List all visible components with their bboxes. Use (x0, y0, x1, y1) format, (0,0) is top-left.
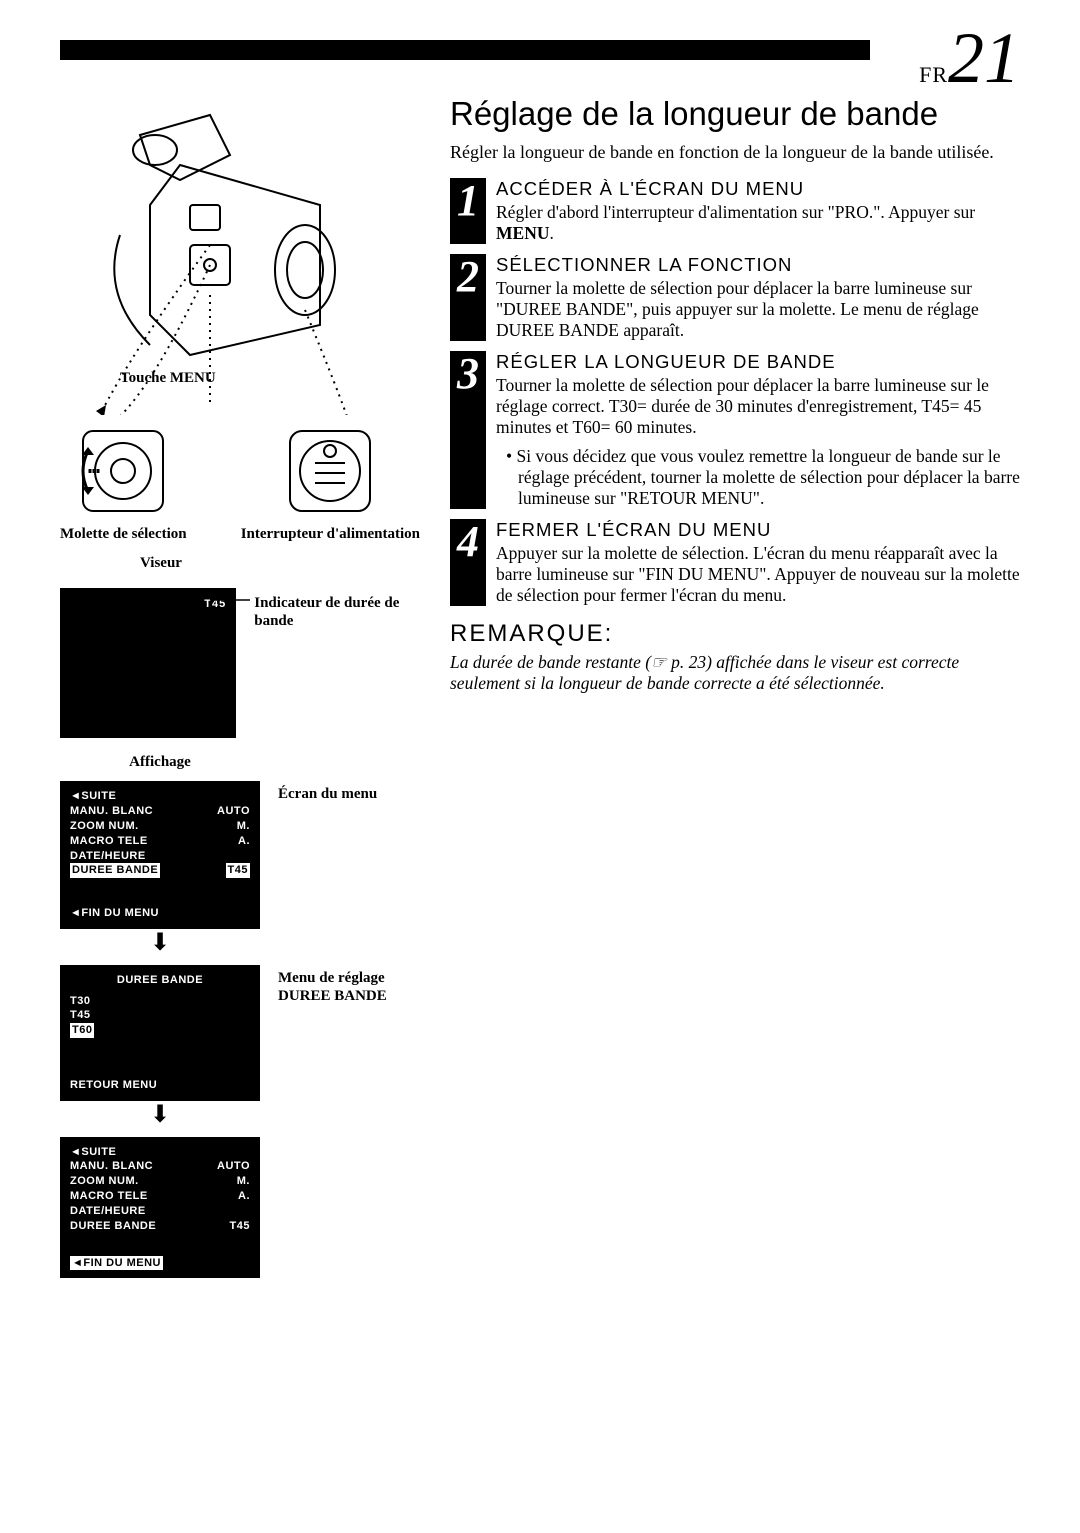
page-num: 21 (948, 18, 1020, 98)
menu-screen-3: ◄SUITE MANU. BLANC AUTO ZOOM NUM. M. MACRO… (60, 1137, 260, 1279)
lcd3-row1-r: M. (237, 1174, 250, 1189)
right-column: Réglage de la longueur de bande Régler l… (450, 95, 1020, 1278)
molette-label: Molette de sélection (60, 526, 187, 543)
lcd3-row0-r: AUTO (217, 1159, 250, 1174)
lcd1-hl-l: DUREE BANDE (70, 863, 160, 878)
lcd1-hl-r: T45 (226, 863, 250, 878)
page-prefix: FR (919, 62, 948, 87)
step-1: 1 ACCÉDER À L'ÉCRAN DU MENU Régler d'abo… (450, 178, 1020, 244)
step-3-text: Tourner la molette de sélection pour dép… (496, 375, 1020, 438)
lcd1-footer: ◄FIN DU MENU (70, 906, 250, 921)
step-3-bullet: • Si vous décidez que vous voulez remett… (506, 446, 1020, 509)
lcd1-row1-l: ZOOM NUM. (70, 819, 139, 834)
step-1-title: ACCÉDER À L'ÉCRAN DU MENU (496, 178, 1020, 200)
step-2-text: Tourner la molette de sélection pour dép… (496, 278, 1020, 341)
steps-list: 1 ACCÉDER À L'ÉCRAN DU MENU Régler d'abo… (450, 178, 1020, 606)
lcd3-row3-l: DATE/HEURE (70, 1204, 146, 1219)
step-1-text: Régler d'abord l'interrupteur d'alimenta… (496, 202, 1020, 244)
menu-screen-2: DUREE BANDE T30 T45 T60 RETOUR MENU (60, 965, 260, 1101)
step-2: 2 SÉLECTIONNER LA FONCTION Tourner la mo… (450, 254, 1020, 341)
page-number: FR21 (919, 30, 1020, 88)
power-switch-icon (275, 421, 385, 521)
lcd3-row4-l: DUREE BANDE (70, 1219, 156, 1234)
lcd3-header: ◄SUITE (70, 1145, 250, 1160)
remarque-text: La durée de bande restante (☞ p. 23) aff… (450, 652, 1020, 694)
viewfinder-display: T45 (60, 588, 236, 738)
step-4-title: FERMER L'ÉCRAN DU MENU (496, 519, 1020, 541)
lcd3-row2-r: A. (238, 1189, 250, 1204)
lcd2-hl: T60 (70, 1023, 94, 1038)
lcd3-row1-l: ZOOM NUM. (70, 1174, 139, 1189)
arrow-down-1: ⬇ (150, 933, 420, 955)
page-title: Réglage de la longueur de bande (450, 95, 1020, 133)
header-black-bar (60, 40, 870, 60)
camera-illustration: Touche MENU (60, 95, 400, 415)
lcd1-row0-l: MANU. BLANC (70, 804, 153, 819)
lcd1-row1-r: M. (237, 819, 250, 834)
step-3-num: 3 (450, 351, 486, 509)
step-4-num: 4 (450, 519, 486, 606)
step-2-num: 2 (450, 254, 486, 341)
step-3-title: RÉGLER LA LONGUEUR DE BANDE (496, 351, 1020, 373)
indicator-label: Indicateur de durée de bande (254, 590, 420, 630)
lcd1-row0-r: AUTO (217, 804, 250, 819)
selection-dial-icon (68, 421, 178, 521)
step-2-title: SÉLECTIONNER LA FONCTION (496, 254, 1020, 276)
touche-menu-label: Touche MENU (120, 370, 216, 387)
lcd1-row2-r: A. (238, 834, 250, 849)
control-dials-row: Molette de sélection Interrupteur d'alim… (60, 421, 420, 543)
lcd3-row0-l: MANU. BLANC (70, 1159, 153, 1174)
lcd2-title: DUREE BANDE (70, 973, 250, 988)
step-1-num: 1 (450, 178, 486, 244)
arrow-down-2: ⬇ (150, 1105, 420, 1127)
lcd1-row3-l: DATE/HEURE (70, 849, 146, 864)
lcd3-row2-l: MACRO TELE (70, 1189, 148, 1204)
lcd3-row4-r: T45 (230, 1219, 250, 1234)
step-3-bullet-text: Si vous décidez que vous voulez remettre… (517, 446, 1020, 508)
left-column: Touche MENU Molette de sélection (60, 95, 420, 1278)
lcd1-row2-l: MACRO TELE (70, 834, 148, 849)
affichage-label: Affichage (60, 754, 260, 771)
step-3: 3 RÉGLER LA LONGUEUR DE BANDE Tourner la… (450, 351, 1020, 509)
lcd3-footer-hl: ◄FIN DU MENU (70, 1256, 163, 1271)
menu-reglage-label: Menu de réglageDUREE BANDE (278, 965, 387, 1005)
step-4: 4 FERMER L'ÉCRAN DU MENU Appuyer sur la … (450, 519, 1020, 606)
lead-text: Régler la longueur de bande en fonction … (450, 141, 1020, 164)
lcd2-footer: RETOUR MENU (70, 1078, 250, 1093)
interrupteur-label: Interrupteur d'alimentation (241, 526, 420, 543)
ecran-menu-label: Écran du menu (278, 781, 377, 803)
lcd2-opt1: T45 (70, 1008, 250, 1023)
viseur-label: Viseur (140, 555, 420, 572)
menu-screen-1: ◄SUITE MANU. BLANC AUTO ZOOM NUM. M. MACRO… (60, 781, 260, 929)
remarque-title: REMARQUE: (450, 620, 1020, 648)
lcd2-opt0: T30 (70, 994, 250, 1009)
step-4-text: Appuyer sur la molette de sélection. L'é… (496, 543, 1020, 606)
lcd1-header: ◄SUITE (70, 789, 250, 804)
